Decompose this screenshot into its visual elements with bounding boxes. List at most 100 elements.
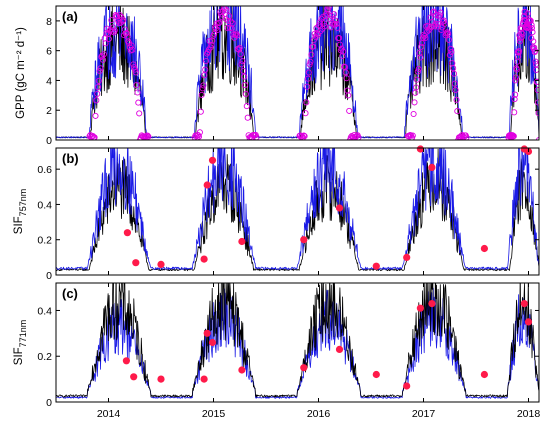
gpp-observation-circle xyxy=(124,33,131,40)
sif-observation-point xyxy=(300,236,308,244)
sif-observation-point xyxy=(480,244,488,253)
gpp-observation-circle xyxy=(527,17,534,24)
gpp-observation-circle xyxy=(410,110,417,118)
gpp-observation-circle xyxy=(334,24,341,31)
gpp-observation-circle xyxy=(534,78,539,85)
plot-area xyxy=(56,283,539,399)
gpp-observation-circle xyxy=(434,20,442,27)
sif-observation-point xyxy=(416,145,424,153)
gpp-observation-circle xyxy=(223,7,230,14)
gpp-observation-circle xyxy=(241,82,249,89)
gpp-observation-circle xyxy=(447,45,454,52)
y-tick-label: 0 xyxy=(46,135,52,147)
sif-observation-point xyxy=(208,338,217,347)
gpp-observation-circle xyxy=(530,38,537,45)
gpp-observation-circle xyxy=(134,89,141,96)
gpp-observation-circle xyxy=(102,40,109,47)
gpp-observation-circle xyxy=(194,134,201,140)
plot-area xyxy=(56,6,539,140)
y-tick-label: 0.4 xyxy=(37,305,52,317)
sif-observation-point xyxy=(132,259,140,267)
x-tick-label: 2018 xyxy=(517,408,541,420)
gpp-observation-circle xyxy=(411,99,418,106)
sif-observation-point xyxy=(335,345,344,353)
black-series-line xyxy=(56,6,539,139)
y-tick-label: 0.2 xyxy=(37,235,52,247)
sif-observation-point xyxy=(520,300,528,308)
panel-letter: (b) xyxy=(62,151,79,166)
gpp-observation-circle xyxy=(515,53,522,60)
gpp-observation-circle xyxy=(303,99,310,106)
gpp-observation-circle xyxy=(352,133,359,140)
gpp-observation-circle xyxy=(343,75,350,82)
gpp-observation-circle xyxy=(332,17,339,24)
gpp-observation-circle xyxy=(336,41,343,48)
gpp-observation-circle xyxy=(518,34,525,41)
gpp-observation-circle xyxy=(112,12,119,19)
sif-observation-point xyxy=(403,382,411,390)
gpp-observation-circle xyxy=(441,20,448,27)
gpp-observation-circle xyxy=(236,44,243,51)
panel-c: 0 0.2 0.4 2014 2015 2016 2017 2018 (c) SIF771nm xyxy=(13,282,541,420)
gpp-observation-circle xyxy=(512,74,519,81)
gpp-observation-circle xyxy=(215,20,222,27)
gpp-observation-circle xyxy=(426,25,433,32)
gpp-observation-circle xyxy=(533,66,539,73)
gpp-observation-circle xyxy=(440,17,447,24)
sif-observation-point xyxy=(200,375,208,383)
gpp-observation-circle xyxy=(321,23,328,30)
gpp-observation-circle xyxy=(336,34,343,42)
gpp-observation-circle xyxy=(531,44,538,51)
gpp-observation-circle xyxy=(437,9,444,16)
gpp-observation-circle xyxy=(435,13,442,20)
gpp-observation-circle xyxy=(534,86,539,94)
gpp-observation-circle xyxy=(320,13,327,20)
gpp-observation-circle xyxy=(415,65,422,73)
sif-observation-point xyxy=(130,373,138,381)
gpp-observation-circle xyxy=(414,68,421,75)
gpp-observation-circle xyxy=(234,32,241,39)
gpp-observation-circle xyxy=(123,29,130,37)
gpp-observation-circle xyxy=(345,92,352,99)
gpp-observation-circle xyxy=(132,69,139,76)
gpp-observation-circle xyxy=(216,19,223,26)
gpp-observation-circle xyxy=(237,51,244,58)
blue-series-line xyxy=(56,148,539,270)
x-tick-label: 2014 xyxy=(97,408,121,420)
gpp-observation-circle xyxy=(129,46,136,53)
gpp-observation-circle xyxy=(115,19,123,26)
gpp-observation-circle xyxy=(224,24,231,31)
sif-observation-point xyxy=(480,370,488,379)
gpp-observation-circle xyxy=(229,20,236,27)
axes-frame xyxy=(55,282,540,403)
gpp-observation-circle xyxy=(203,57,210,65)
sif-observation-point xyxy=(335,204,344,212)
y-tick-label: 0.6 xyxy=(37,164,52,176)
gpp-observation-circle xyxy=(318,15,325,22)
y-tick-label: 8 xyxy=(46,16,52,28)
gpp-observation-circle xyxy=(510,133,517,140)
sif-observation-point xyxy=(416,304,424,312)
gpp-observation-circle xyxy=(144,132,151,139)
gpp-observation-circle xyxy=(133,81,140,89)
gpp-observation-circle xyxy=(511,96,518,103)
sif-observation-point xyxy=(524,318,533,326)
gpp-observation-circle xyxy=(108,17,115,24)
gpp-observation-circle xyxy=(97,65,104,72)
gpp-observation-circle xyxy=(418,43,425,50)
gpp-observation-circle xyxy=(454,108,461,115)
gpp-observation-circle xyxy=(307,58,314,65)
y-tick-label: 0.4 xyxy=(37,199,52,211)
gpp-observation-circle xyxy=(316,19,323,26)
gpp-observation-circle xyxy=(528,24,536,32)
gpp-observation-circle xyxy=(514,48,521,56)
gpp-observation-circle xyxy=(512,77,519,84)
gpp-observation-circle xyxy=(116,12,123,19)
y-tick-label: 2 xyxy=(46,105,52,117)
gpp-observation-circle xyxy=(325,6,333,10)
gpp-observation-circle xyxy=(311,30,318,37)
gpp-observation-circle xyxy=(136,110,143,117)
gpp-observation-circle xyxy=(453,96,460,103)
gpp-observation-circle xyxy=(94,83,102,91)
sif-observation-point xyxy=(208,156,217,164)
